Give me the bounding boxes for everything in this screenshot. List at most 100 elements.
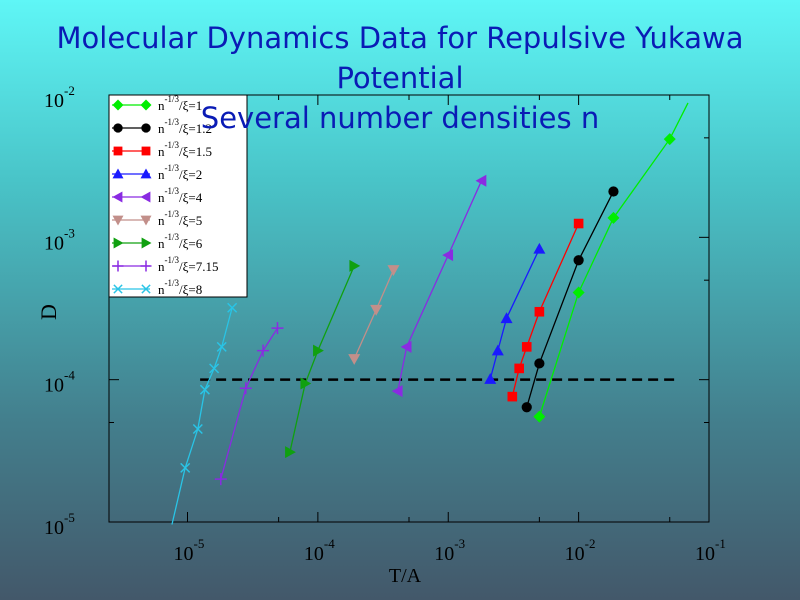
legend: n-1/3/ξ=1n-1/3/ξ=1.2n-1/3/ξ=1.5n-1/3/ξ=2… xyxy=(108,94,248,298)
legend-prefix: n xyxy=(158,190,165,205)
legend-label: n-1/3/ξ=8 xyxy=(158,278,202,297)
data-point xyxy=(484,373,497,384)
legend-sup: -1/3 xyxy=(165,278,180,288)
legend-marker xyxy=(113,237,124,249)
data-point xyxy=(227,302,238,313)
data-point xyxy=(475,174,487,187)
series-3 xyxy=(507,218,584,402)
data-point xyxy=(521,342,532,352)
data-point xyxy=(663,133,676,146)
data-point xyxy=(533,410,546,423)
legend-marker xyxy=(141,123,151,133)
legend-suffix: /ξ=5 xyxy=(179,213,202,228)
legend-label: n-1/3/ξ=1 xyxy=(158,94,202,113)
title-line-1: Molecular Dynamics Data for Repulsive Yu… xyxy=(56,21,744,55)
legend-sup: -1/3 xyxy=(165,255,180,265)
legend-sup: -1/3 xyxy=(165,94,180,104)
legend-marker xyxy=(112,191,123,203)
data-point xyxy=(514,363,524,374)
series-4 xyxy=(484,242,546,384)
series-line xyxy=(538,102,689,417)
legend-label: n-1/3/ξ=1.2 xyxy=(158,117,212,136)
data-point xyxy=(349,259,361,272)
data-point xyxy=(442,249,454,262)
data-point xyxy=(370,304,383,316)
data-point xyxy=(573,255,584,266)
legend-label: n-1/3/ξ=1.5 xyxy=(158,140,212,159)
legend-suffix: /ξ=6 xyxy=(179,236,203,251)
legend-marker xyxy=(141,237,152,249)
data-point xyxy=(285,446,296,459)
data-point xyxy=(534,358,545,369)
legend-marker xyxy=(140,168,152,179)
series-8 xyxy=(214,322,284,486)
series-1 xyxy=(533,102,689,423)
subtitle: Several number densities n xyxy=(200,101,600,135)
series-line xyxy=(353,269,395,360)
legend-marker xyxy=(112,168,124,179)
legend-marker xyxy=(140,99,152,111)
y-tick-label: 10-5 xyxy=(44,510,75,539)
legend-label: n-1/3/ξ=2 xyxy=(158,163,202,182)
legend-sup: -1/3 xyxy=(165,232,180,242)
legend-suffix: /ξ=1.2 xyxy=(179,121,212,136)
legend-marker xyxy=(112,99,124,111)
legend-suffix: /ξ=1 xyxy=(179,98,202,113)
data-point xyxy=(391,385,403,398)
legend-suffix: /ξ=1.5 xyxy=(179,144,212,159)
data-point xyxy=(209,363,220,374)
data-point xyxy=(572,286,585,299)
legend-label: n-1/3/ξ=5 xyxy=(158,209,202,228)
data-point xyxy=(313,344,324,357)
series-line xyxy=(220,327,279,480)
x-tick-label: 10-4 xyxy=(304,536,335,565)
legend-suffix: /ξ=4 xyxy=(179,190,203,205)
legend-label: n-1/3/ξ=7.15 xyxy=(158,255,219,274)
legend-prefix: n xyxy=(158,282,165,297)
y-tick-label: 10-4 xyxy=(44,368,75,397)
x-axis-label: T/A xyxy=(389,565,422,587)
legend-marker xyxy=(113,284,123,294)
series-layer xyxy=(171,102,689,525)
legend-sup: -1/3 xyxy=(165,117,180,127)
legend-marker xyxy=(112,260,124,272)
x-tick-label: 10-1 xyxy=(695,536,726,565)
series-line xyxy=(397,180,483,392)
legend-marker xyxy=(112,215,124,226)
legend-prefix: n xyxy=(158,259,165,274)
series-5 xyxy=(391,174,487,398)
x-tick-label: 10-3 xyxy=(434,536,465,565)
data-point xyxy=(573,218,584,229)
series-6 xyxy=(348,265,400,365)
data-point xyxy=(533,242,546,254)
slide-title: Molecular Dynamics Data for Repulsive Yu… xyxy=(0,18,800,138)
legend-prefix: n xyxy=(158,236,165,251)
data-point xyxy=(214,473,227,486)
legend-prefix: n xyxy=(158,98,165,113)
data-point xyxy=(180,462,191,473)
legend-sup: -1/3 xyxy=(165,209,180,219)
x-tick-label: 10-5 xyxy=(173,536,204,565)
legend-label: n-1/3/ξ=4 xyxy=(158,186,203,205)
series-line xyxy=(526,191,615,408)
series-2 xyxy=(521,186,619,413)
data-point xyxy=(534,306,545,317)
x-tick-exponent: -1 xyxy=(715,536,726,551)
legend-sup: -1/3 xyxy=(165,186,180,196)
legend-label: n-1/3/ξ=6 xyxy=(158,232,203,251)
data-point xyxy=(491,344,504,356)
legend-marker xyxy=(140,260,152,272)
legend-marker xyxy=(140,191,151,203)
series-line xyxy=(171,307,233,525)
legend-suffix: /ξ=2 xyxy=(179,167,202,182)
data-point xyxy=(199,384,210,395)
data-point xyxy=(400,340,412,353)
legend-suffix: /ξ=7.15 xyxy=(179,259,219,274)
data-point xyxy=(216,341,227,352)
data-point xyxy=(192,423,203,435)
series-line xyxy=(289,265,355,453)
data-point xyxy=(521,402,532,413)
legend-box xyxy=(108,94,248,298)
data-point xyxy=(271,322,284,335)
